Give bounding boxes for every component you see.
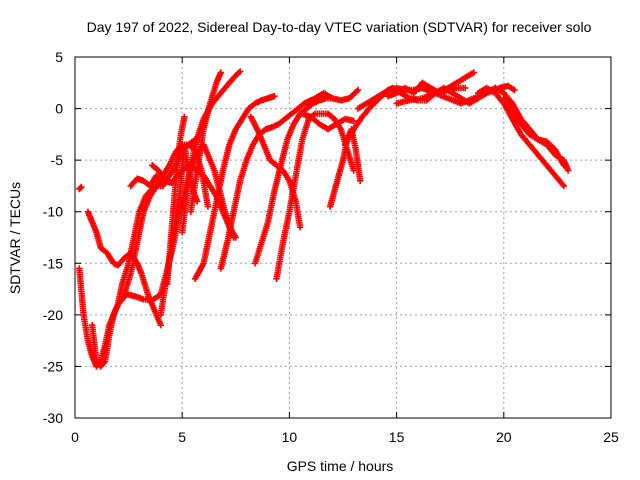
- y-tick-label: -15: [43, 255, 63, 271]
- series-arc12: [191, 93, 278, 282]
- series-arc15: [251, 95, 336, 267]
- y-tick-label: -30: [43, 410, 63, 426]
- series-markers: [217, 95, 321, 272]
- y-tick-labels: -30 -25 -20 -15 -10 -5 0 5: [43, 49, 63, 426]
- series-arc17: [299, 110, 357, 133]
- series-markers: [303, 86, 362, 107]
- y-axis-label: SDTVAR / TECUs: [7, 182, 23, 294]
- series-markers: [164, 113, 188, 288]
- series-arc18: [303, 86, 362, 107]
- y-tick-label: 0: [55, 101, 63, 117]
- series-arc26: [500, 95, 567, 169]
- x-tick-labels: 0 5 10 15 20 25: [71, 429, 619, 445]
- series-markers: [474, 84, 567, 190]
- series-markers: [187, 69, 224, 215]
- series-arc22: [384, 69, 477, 100]
- y-tick-label: -10: [43, 204, 63, 220]
- x-tick-label: 10: [282, 429, 298, 445]
- series-arc11: [187, 69, 224, 215]
- series-markers: [251, 95, 336, 267]
- x-tick-label: 5: [178, 429, 186, 445]
- x-tick-label: 25: [603, 429, 619, 445]
- series-markers: [299, 110, 357, 133]
- plot-frame: [74, 56, 612, 419]
- y-tick-label: -25: [43, 358, 63, 374]
- x-tick-label: 0: [71, 429, 79, 445]
- series-markers: [76, 183, 85, 193]
- series-arc1: [76, 183, 85, 193]
- x-axis-label: GPS time / hours: [287, 458, 394, 474]
- x-tick-label: 15: [389, 429, 405, 445]
- series-arc24: [474, 84, 567, 190]
- series-markers: [127, 172, 164, 190]
- y-tick-label: -5: [51, 152, 64, 168]
- y-tick-label: -20: [43, 307, 63, 323]
- series-markers: [191, 93, 278, 282]
- chart-title: Day 197 of 2022, Sidereal Day-to-day VTE…: [87, 19, 592, 35]
- series-arc6: [127, 172, 164, 190]
- y-tick-label: 5: [55, 49, 63, 65]
- x-tick-label: 20: [496, 429, 512, 445]
- series-markers: [384, 69, 477, 100]
- series-arc9: [164, 113, 188, 288]
- data-points: [76, 68, 572, 370]
- series-arc13: [217, 95, 321, 272]
- series-markers: [500, 95, 567, 169]
- axis-ticks: [74, 56, 612, 419]
